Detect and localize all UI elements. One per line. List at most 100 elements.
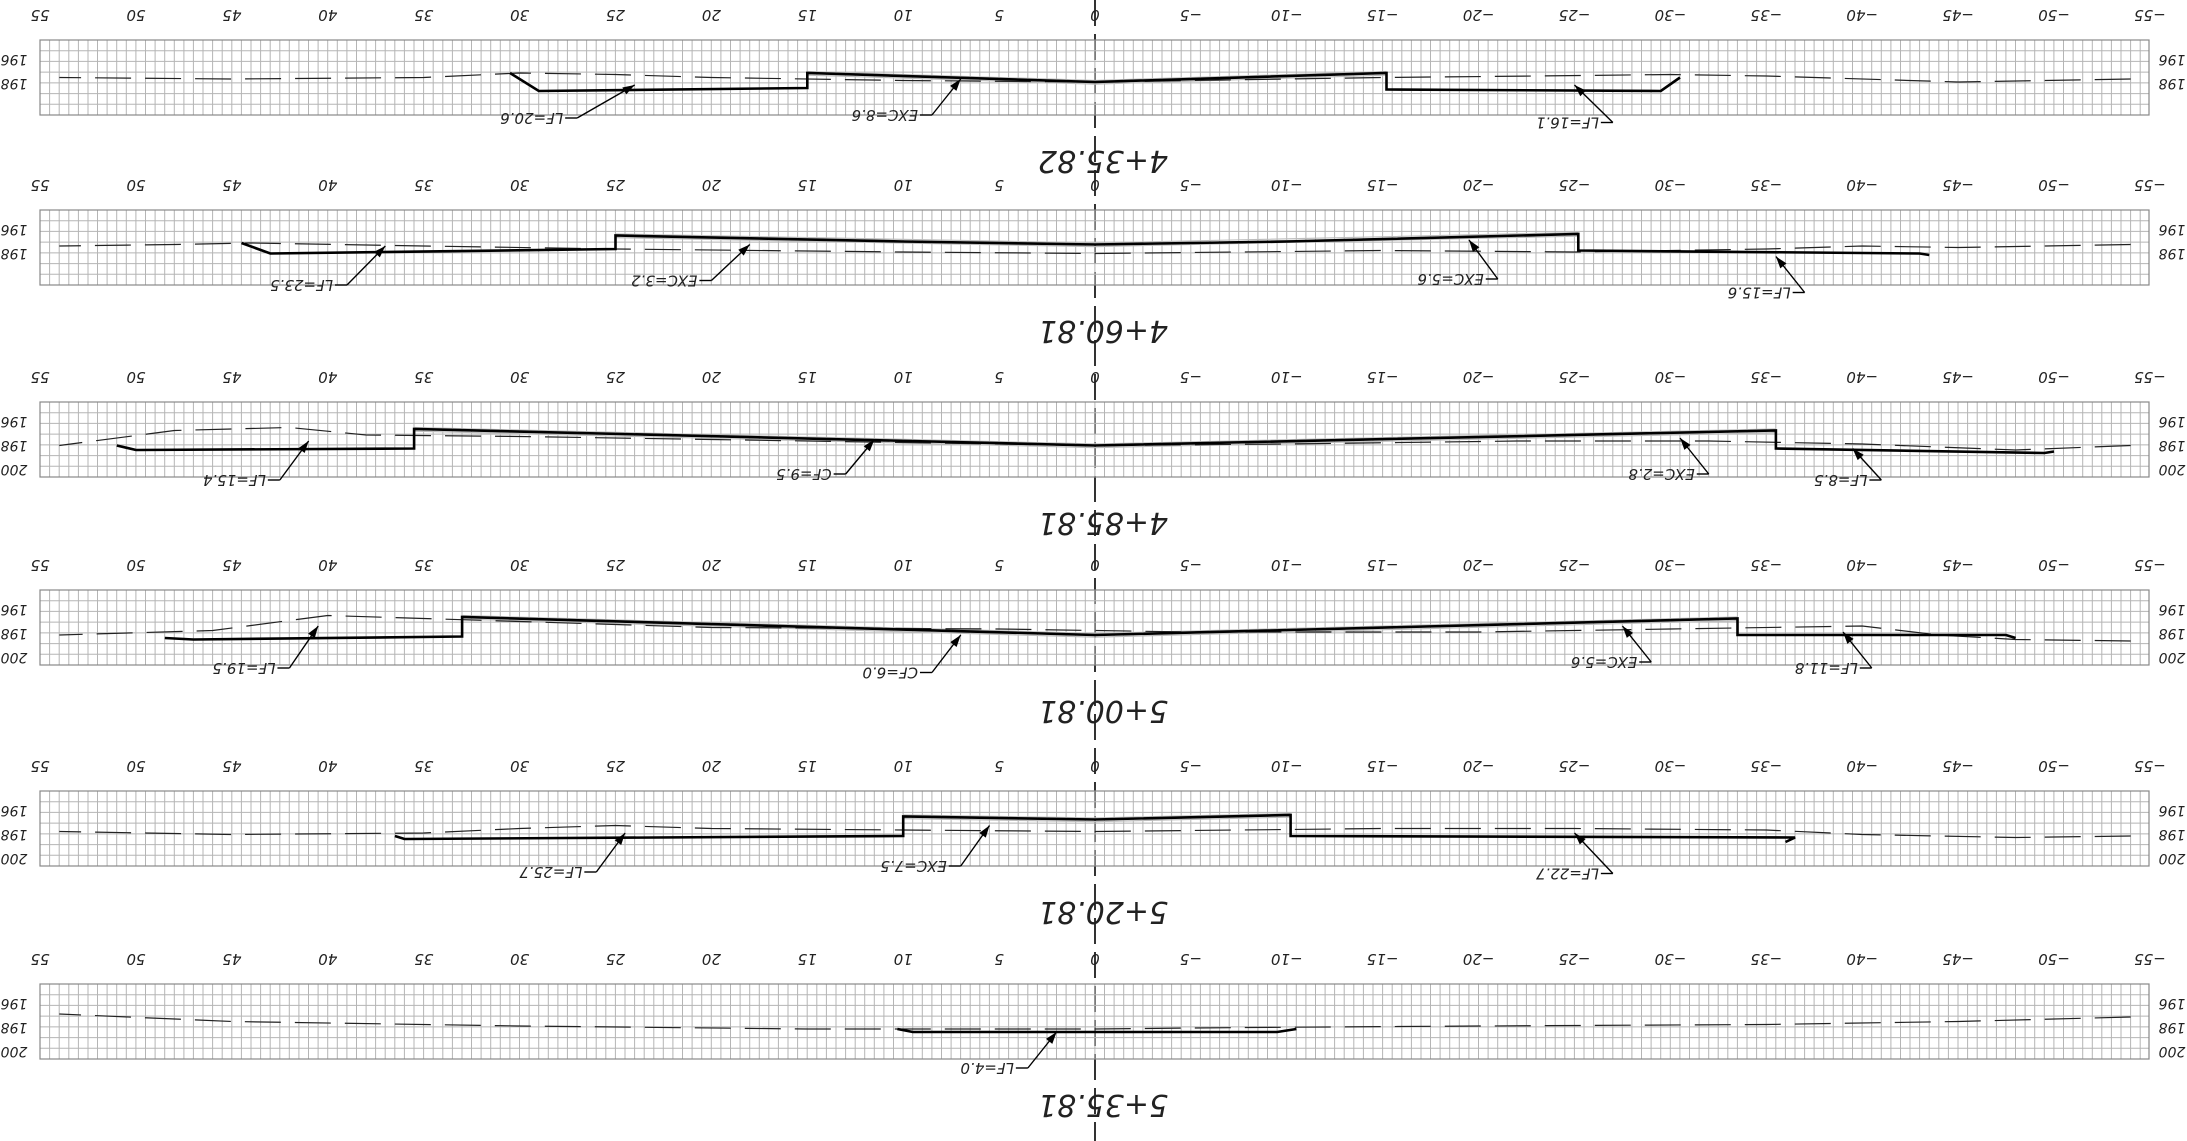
station-label: 4+85.81 <box>1038 505 1168 540</box>
offset-tick-label: 0 <box>1090 6 1100 24</box>
annotation-arrowhead <box>1574 85 1586 97</box>
offset-tick-label: −5 <box>1180 176 1202 194</box>
annotation-label: EXC=5.6 <box>1417 270 1483 288</box>
offset-tick-label: −45 <box>1942 176 1974 194</box>
offset-tick-label: 0 <box>1090 950 1100 968</box>
offset-tick-label: −25 <box>1559 757 1591 775</box>
offset-tick-label: −20 <box>1463 757 1495 775</box>
annotation-label: LF=25.7 <box>519 863 582 881</box>
section-grid <box>39 589 2149 666</box>
offset-tick-label: −30 <box>1655 6 1687 24</box>
pavement-layer-line <box>807 70 1387 82</box>
offset-tick-label: 30 <box>510 176 529 194</box>
offset-tick-label: −40 <box>1846 176 1878 194</box>
offset-tick-label: −10 <box>1271 176 1303 194</box>
elevation-label: 196 <box>1 413 28 429</box>
existing-ground-line <box>59 72 2131 83</box>
offset-tick-label: 45 <box>222 556 241 574</box>
offset-tick-label: 20 <box>702 757 721 775</box>
annotation-arrowhead <box>1574 833 1586 845</box>
offset-tick-label: −45 <box>1942 556 1974 574</box>
offset-tick-label: 55 <box>31 6 50 24</box>
annotation-label: LF=19.5 <box>212 659 275 677</box>
pavement-layer-line <box>615 231 1579 244</box>
offset-tick-label: −30 <box>1655 176 1687 194</box>
pavement-layer-line <box>414 430 1776 449</box>
offset-tick-label: −5 <box>1180 950 1202 968</box>
offset-tick-label: −35 <box>1750 757 1782 775</box>
offset-tick-label: 55 <box>31 950 50 968</box>
offset-tick-label: 50 <box>126 176 145 194</box>
pavement-layer-line <box>903 812 1291 819</box>
offset-tick-label: −55 <box>2134 757 2166 775</box>
offset-tick-label: 5 <box>994 368 1004 386</box>
section-1: 55 50 45 40 35 30 25 20 15 10 5 0 −5 −10 −15 −20 −25 −30−… <box>1 176 2186 348</box>
offset-tick-label: 10 <box>894 176 913 194</box>
offset-tick-label: −50 <box>2038 368 2070 386</box>
annotation-arrowhead <box>1622 626 1634 638</box>
offset-tick-label: 55 <box>31 368 50 386</box>
elevation-label: 196 <box>2159 995 2186 1011</box>
offset-tick-label: −20 <box>1463 368 1495 386</box>
offset-tick-label: 40 <box>318 6 337 24</box>
section-0: 55 50 45 40 35 30 25 20 15 10 5 0 −5 −10 −15 −20 −25 −30−… <box>1 6 2186 178</box>
pavement-layer-line <box>615 235 1579 248</box>
station-label: 5+00.81 <box>1038 693 1168 728</box>
offset-tick-label: 15 <box>798 368 817 386</box>
offset-tick-label: −40 <box>1846 757 1878 775</box>
annotation-label: EXC=3.2 <box>631 272 697 290</box>
elevation-label: 198 <box>2159 75 2186 91</box>
offset-tick-label: −50 <box>2038 757 2070 775</box>
offset-tick-label: 40 <box>318 176 337 194</box>
offset-tick-label: 0 <box>1090 556 1100 574</box>
offset-tick-label: 55 <box>31 757 50 775</box>
offset-tick-label: −10 <box>1271 757 1303 775</box>
grid-border <box>39 790 2150 867</box>
offset-tick-label: −10 <box>1271 950 1303 968</box>
offset-tick-label: −50 <box>2038 176 2070 194</box>
offset-tick-label: 15 <box>798 556 817 574</box>
grid-border <box>39 209 2150 286</box>
offset-tick-label: 30 <box>510 6 529 24</box>
pavement-layer-line <box>903 816 1291 823</box>
offset-tick-label: −35 <box>1750 950 1782 968</box>
elevation-label: 198 <box>1 1019 28 1035</box>
offset-tick-label: 5 <box>994 950 1004 968</box>
annotation-arrowhead <box>1843 632 1854 644</box>
offset-tick-label: 35 <box>414 556 433 574</box>
offset-tick-label: 20 <box>702 176 721 194</box>
offset-tick-label: −35 <box>1750 368 1782 386</box>
annotation-label: LF=4.0 <box>960 1059 1013 1077</box>
section-5: 55 50 45 40 35 30 25 20 15 10 5 0 −5 −10 −15 −20 −25 −30−… <box>1 950 2186 1122</box>
offset-tick-label: −25 <box>1559 176 1591 194</box>
station-label: 4+35.82 <box>1038 143 1168 178</box>
existing-ground-line <box>59 242 2131 255</box>
offset-tick-label: −40 <box>1846 368 1878 386</box>
elevation-label: 198 <box>2159 826 2186 842</box>
section-grid <box>39 209 2149 286</box>
elevation-label: 200 <box>2159 1043 2186 1059</box>
offset-tick-label: −5 <box>1180 556 1202 574</box>
elevation-label: 196 <box>1 995 28 1011</box>
annotation-arrowhead <box>1680 438 1691 450</box>
offset-tick-label: 10 <box>894 368 913 386</box>
section-2: 55 50 45 40 35 30 25 20 15 10 5 0 −5 −10 −15 −20 −25 −30−… <box>1 368 2186 540</box>
offset-tick-label: 5 <box>994 6 1004 24</box>
station-label: 4+60.81 <box>1038 313 1168 348</box>
elevation-label: 196 <box>2159 221 2186 237</box>
station-label: 5+20.81 <box>1038 894 1168 929</box>
offset-tick-label: −5 <box>1180 757 1202 775</box>
offset-tick-label: −25 <box>1559 950 1591 968</box>
offset-tick-label: 10 <box>894 6 913 24</box>
pavement-layer-line <box>462 614 1738 635</box>
offset-tick-label: 25 <box>606 176 625 194</box>
elevation-label: 200 <box>2159 850 2186 866</box>
annotation-arrowhead <box>863 439 875 452</box>
offset-tick-label: 25 <box>606 368 625 386</box>
annotation-arrowhead <box>950 635 961 647</box>
elevation-label: 200 <box>1 850 28 866</box>
offset-tick-label: 35 <box>414 757 433 775</box>
elevation-label: 198 <box>1 75 28 91</box>
pavement-layer-line <box>414 426 1776 445</box>
offset-tick-label: 30 <box>510 368 529 386</box>
